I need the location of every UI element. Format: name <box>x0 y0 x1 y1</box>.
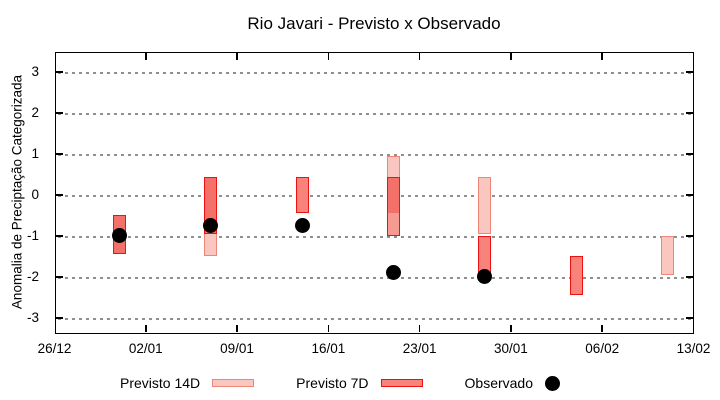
gridline <box>57 194 691 197</box>
x-tick-mark <box>601 52 603 60</box>
y-tick-label: -3 <box>26 309 39 325</box>
forecast-bar-7d <box>295 176 309 214</box>
previsto-14d-swatch-icon <box>212 379 255 387</box>
legend-item-previsto-7d: Previsto 7D <box>296 375 423 391</box>
observado-dot <box>477 269 493 285</box>
x-tick-mark <box>327 325 330 332</box>
legend-label-observado: Observado <box>464 375 533 391</box>
x-tick-label: 13/02 <box>676 341 711 356</box>
forecast-bar-14d <box>478 176 492 234</box>
legend-label-previsto-7d: Previsto 7D <box>296 375 369 391</box>
x-tick-mark <box>510 52 512 60</box>
observado-dot-icon <box>545 375 560 391</box>
forecast-bar-7d <box>569 256 583 296</box>
x-tick-mark <box>327 52 330 60</box>
y-tick-label: -1 <box>26 227 39 243</box>
previsto-7d-swatch-icon <box>380 379 423 387</box>
x-tick-label: 16/01 <box>311 341 346 356</box>
y-tick-label: 2 <box>31 104 39 120</box>
gridline <box>57 317 691 320</box>
y-tick-mark <box>685 153 693 155</box>
gridline <box>57 112 691 115</box>
plot-area <box>54 51 694 334</box>
y-tick-label: 1 <box>31 145 39 161</box>
y-tick-mark <box>685 276 693 278</box>
x-tick-mark <box>145 325 147 332</box>
y-tick-mark <box>685 71 693 73</box>
forecast-bar-7d <box>478 235 492 273</box>
x-tick-mark <box>510 325 512 332</box>
forecast-bar-7d <box>387 213 401 236</box>
x-tick-mark <box>236 52 238 60</box>
y-tick-mark <box>55 153 63 155</box>
y-tick-mark <box>55 317 63 319</box>
x-tick-mark <box>418 325 421 332</box>
y-tick-label: 0 <box>31 186 39 202</box>
x-tick-label: 26/12 <box>37 341 72 356</box>
y-tick-mark <box>685 112 693 114</box>
x-tick-mark <box>601 325 603 332</box>
gridline <box>57 153 691 156</box>
x-tick-mark <box>236 325 238 332</box>
y-tick-mark <box>55 276 63 278</box>
y-tick-mark <box>55 71 63 73</box>
x-tick-label: 02/01 <box>128 341 163 356</box>
x-tick-label: 30/01 <box>494 341 528 356</box>
y-tick-mark <box>55 235 63 237</box>
y-tick-mark <box>685 194 693 196</box>
y-tick-mark <box>55 112 63 114</box>
legend: Previsto 14D Previsto 7D Observado <box>0 375 680 391</box>
y-tick-label: 3 <box>31 63 39 79</box>
legend-label-previsto-14d: Previsto 14D <box>120 375 201 391</box>
legend-item-previsto-14d: Previsto 14D <box>120 375 255 391</box>
forecast-bar-7d <box>387 176 401 214</box>
x-tick-label: 09/01 <box>220 341 254 356</box>
y-tick-mark <box>55 194 63 196</box>
legend-item-observado: Observado <box>465 375 560 391</box>
observado-dot <box>112 228 128 244</box>
x-tick-mark <box>418 52 421 60</box>
observado-dot <box>203 218 219 234</box>
x-tick-label: 23/01 <box>402 341 437 356</box>
chart-title: Rio Javari - Previsto x Observado <box>247 14 501 33</box>
y-tick-label: -2 <box>26 268 39 284</box>
gridline <box>57 235 691 238</box>
gridline <box>57 71 691 74</box>
x-tick-mark <box>145 52 147 60</box>
gridline <box>57 276 691 279</box>
observado-dot <box>386 265 402 281</box>
observado-dot <box>294 218 310 234</box>
y-tick-mark <box>685 235 693 237</box>
forecast-bar-border <box>387 176 401 236</box>
forecast-bar-14d <box>660 235 674 275</box>
y-tick-mark <box>685 317 693 319</box>
x-tick-label: 06/02 <box>585 341 620 356</box>
